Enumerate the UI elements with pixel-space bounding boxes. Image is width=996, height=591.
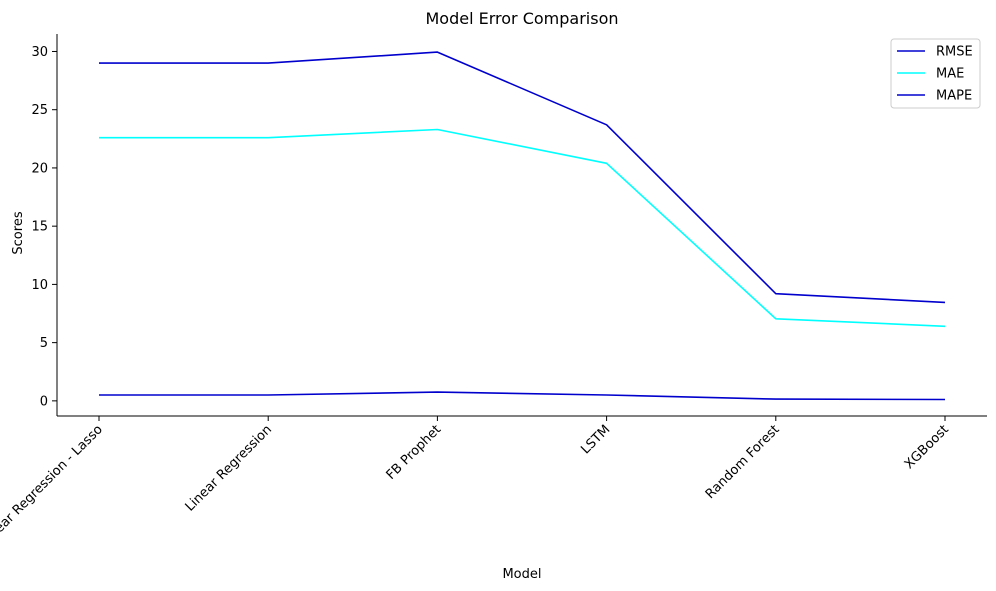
legend-box: [890, 38, 981, 109]
legend-label: MAE: [936, 67, 964, 82]
x-tick-label: Linear Regression - Lasso: [0, 422, 106, 550]
chart-title: Model Error Comparison: [425, 9, 618, 28]
x-tick-labels: Linear Regression - Lasso Linear Regressi…: [0, 422, 952, 550]
x-tick-label: Linear Regression: [183, 422, 275, 514]
y-tick-labels: 0 5 10 15 20 25 30: [31, 45, 48, 409]
series-line-mape: [99, 391, 946, 401]
x-tick-label: FB Prophet: [384, 422, 445, 483]
series-line-rmse: [99, 51, 946, 304]
legend-label: MAPE: [936, 89, 972, 104]
series-line-mae: [99, 128, 946, 328]
x-axis-title: Model: [502, 567, 541, 582]
axes: [52, 34, 987, 421]
y-tick-label: 30: [31, 45, 48, 60]
legend: RMSE MAE MAPE: [890, 38, 981, 109]
x-tick-label: XGBoost: [902, 422, 952, 472]
y-tick-label: 5: [40, 336, 48, 351]
legend-label: RMSE: [936, 45, 973, 60]
y-tick-label: 20: [31, 161, 48, 176]
x-tick-label: Random Forest: [703, 422, 783, 502]
series-lines: [99, 51, 946, 401]
y-axis-title: Scores: [11, 211, 26, 254]
y-tick-label: 0: [40, 394, 48, 409]
y-tick-label: 10: [31, 278, 48, 293]
x-tick-label: LSTM: [578, 422, 613, 457]
y-tick-label: 15: [31, 220, 48, 235]
y-tick-label: 25: [31, 103, 48, 118]
